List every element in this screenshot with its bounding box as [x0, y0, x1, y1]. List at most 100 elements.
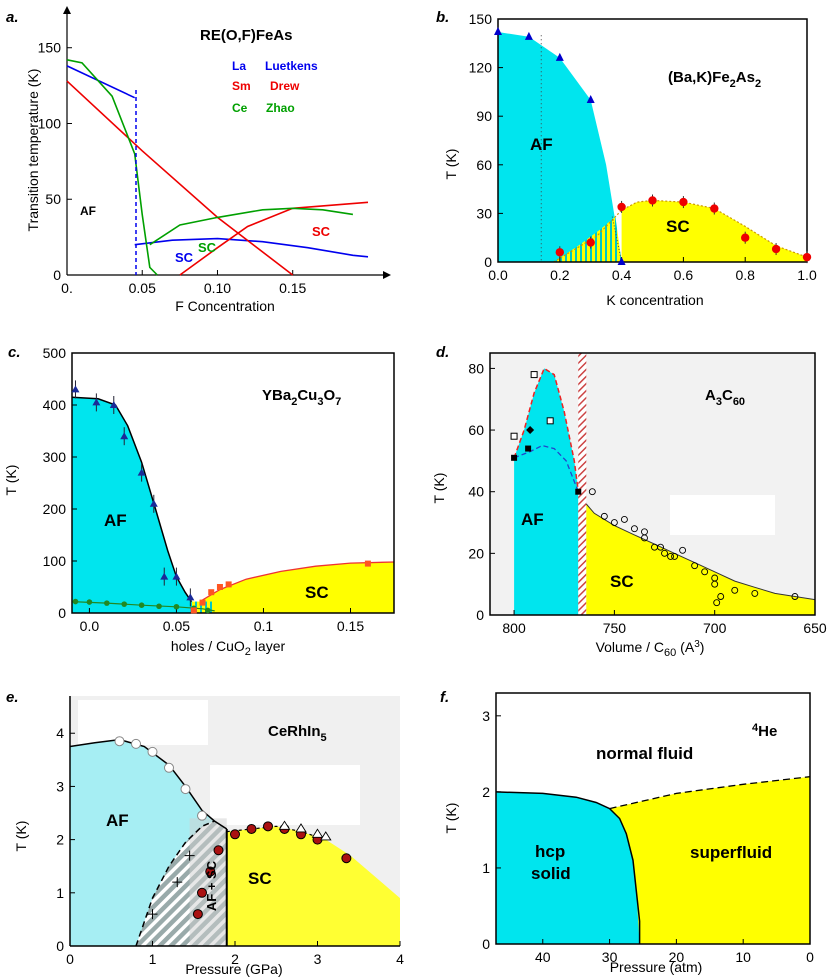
panel-b-af-label: AF: [530, 135, 553, 154]
panel-c-af-point: [149, 499, 158, 507]
panel-d-xlabel: Volume / C60 (A3): [596, 639, 705, 659]
panel-c-title-sub1: 2: [291, 396, 297, 408]
panel-d-sc-point: [610, 519, 618, 526]
panel-c-af-point: [71, 385, 80, 393]
panel-c-xlabel-main: holes / CuO: [171, 638, 245, 654]
panel-e-xtick-label: 4: [396, 951, 404, 967]
panel-c-ytick-label: 300: [43, 449, 67, 465]
panel-d-open-square: [530, 371, 538, 379]
panel-a: a. RE(O,F)FeAs Transition temperature (K…: [6, 6, 391, 314]
panel-f-xlabel: Pressure (atm): [610, 959, 703, 975]
panel-b: b. T (K) K concentration 0.0 0.2 0.4 0.6 0.8…: [436, 9, 817, 308]
panel-f-regions: [495, 776, 811, 944]
panel-c-sc-label: SC: [305, 583, 329, 602]
panel-d-sc-point: [701, 568, 709, 576]
panel-d-lower-dashed: [513, 444, 579, 492]
panel-e-sc-point: [341, 853, 352, 864]
panel-a-ticks: 0. 0.05 0.10 0.15 0 50 100 150: [38, 40, 307, 296]
panel-c-regions: [71, 396, 395, 614]
panel-b-sc-label: SC: [666, 217, 690, 236]
panel-b-xtick-label: 0.4: [612, 267, 632, 283]
panel-a-line-sm-af: [66, 80, 294, 276]
panel-a-ylabel: Transition temperature (K): [25, 69, 41, 232]
panel-b-sc-region: [621, 200, 807, 262]
panel-b-frame: [497, 18, 808, 263]
panel-c-low-t-point: [138, 602, 145, 608]
panel-a-x-arrow: [383, 271, 391, 279]
panel-d-xlabel-close: ): [700, 639, 705, 655]
panel-d-sc-point: [679, 546, 687, 554]
panel-f-xtick-label: 0: [806, 949, 814, 965]
panel-d-ytick-label: 80: [468, 360, 484, 376]
panel-c-sc-point: [199, 599, 206, 606]
panel-d-sc-point: [671, 552, 679, 560]
legend-ce-author: Zhao: [266, 101, 295, 115]
panel-d-sc-region: [586, 504, 815, 615]
panel-b-af-point: [617, 257, 626, 265]
panel-d-upper-dashed: [513, 367, 580, 492]
panel-c-title-main: YBa: [262, 387, 292, 404]
panel-d-ticks: 800 750 700 650 0 20 40 60 80: [468, 360, 826, 636]
panel-f-ytick-label: 3: [482, 708, 490, 724]
panel-d-xtick-label: 800: [502, 620, 526, 636]
panel-d-title-sub2: 60: [733, 396, 745, 408]
panel-e-dashed-boundary: [135, 820, 215, 947]
panel-e-open-triangle: [319, 831, 332, 841]
panel-c-xlabel-sub: 2: [245, 646, 251, 658]
panel-e-mixed-region: [189, 818, 227, 946]
panel-d-sc-point: [600, 512, 608, 520]
panel-a-ytick-label: 0: [53, 267, 61, 283]
panel-d-sc-label: SC: [610, 572, 634, 591]
panel-c-points: [71, 380, 371, 614]
panel-c-af-region: [72, 397, 198, 613]
panel-e-sc-point: [213, 845, 224, 856]
panel-a-label: a.: [6, 9, 19, 26]
panel-d-points: [510, 371, 799, 607]
panel-d-label: d.: [436, 344, 449, 361]
panel-a-line-sm-sc: [179, 201, 369, 276]
panel-d-sc-point: [620, 515, 628, 523]
panel-d-open-square: [546, 417, 554, 425]
panel-c-xtick-label: 0.1: [254, 618, 274, 634]
panel-f-xtick-label: 40: [535, 949, 551, 965]
panel-b-sc-point: [586, 238, 595, 247]
panel-c-xtick-label: 0.0: [80, 618, 100, 634]
panel-b-ticks: 0.0 0.2 0.4 0.6 0.8 1.0 0 30 60 90 120 150: [469, 11, 817, 283]
panel-c-ylabel: T (K): [3, 465, 19, 496]
panel-b-xtick-label: 0.6: [674, 267, 694, 283]
panel-e-ytick-label: 4: [56, 725, 64, 741]
panel-a-series: [66, 59, 369, 276]
panel-e-cross-point: [184, 850, 195, 861]
panel-e-sc-point: [263, 821, 273, 832]
panel-f-ytick-label: 2: [482, 784, 490, 800]
panel-f-ytick-label: 1: [482, 860, 490, 876]
panel-d-xlabel-main: Volume / C: [596, 639, 664, 655]
panel-a-line-ce-af: [66, 59, 158, 276]
panel-c-af-point: [120, 432, 129, 440]
panel-b-ytick-label: 0: [484, 254, 492, 270]
panel-d-af-square: [575, 488, 582, 495]
panel-a-af-label: AF: [80, 204, 96, 218]
panel-d-diamond: [526, 426, 535, 435]
panel-a-ytick-label: 100: [38, 115, 62, 131]
panel-c-sc-region: [190, 562, 394, 613]
panel-d-xlabel-end: (A: [676, 639, 695, 655]
panel-b-xtick-label: 0.2: [550, 267, 570, 283]
panel-f-normal-label: normal fluid: [596, 744, 693, 763]
panel-c-af-point: [186, 593, 195, 601]
panel-c-title-sub2: 3: [317, 396, 323, 408]
panel-e-sc-boundary: [226, 825, 326, 841]
panel-e-ytick-label: 3: [56, 778, 64, 794]
panel-b-ytick-label: 30: [476, 205, 492, 221]
panel-b-af-point: [555, 52, 564, 61]
panel-c-ticks: 0.0 0.05 0.1 0.15 0 100 200 300 400 500: [43, 345, 365, 634]
panel-b-sc-point: [617, 202, 626, 212]
panel-b-title-sub1: 2: [730, 78, 736, 90]
panel-c-af-point: [137, 468, 146, 476]
panel-c-xlabel-end: layer: [251, 638, 286, 654]
panel-b-xtick-label: 1.0: [797, 267, 817, 283]
panel-c-title: YBa2Cu3O7: [262, 387, 341, 408]
panel-e-open-triangle: [295, 823, 307, 833]
panel-d-frame: [489, 352, 816, 616]
panel-c-xlabel: holes / CuO2 layer: [171, 638, 286, 658]
